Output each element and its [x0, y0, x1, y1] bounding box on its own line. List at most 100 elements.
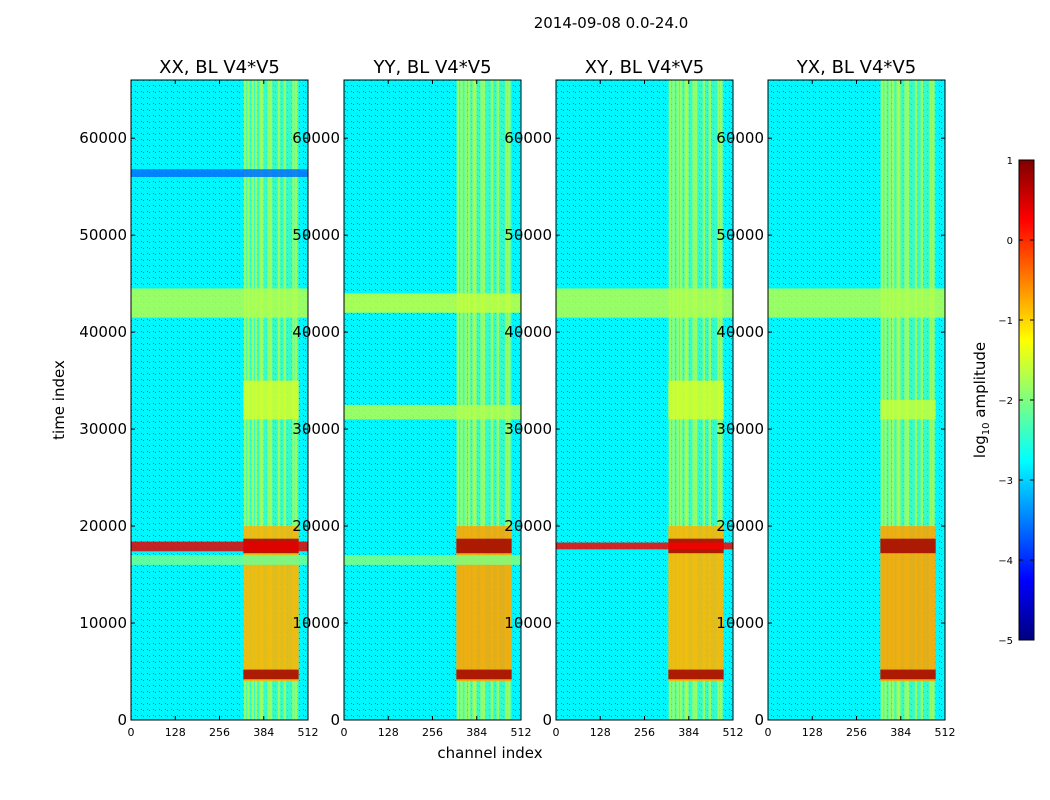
y-tick-label: 50000	[79, 226, 127, 244]
rfi-time-band	[668, 669, 724, 680]
rfi-time-band	[556, 288, 733, 318]
y-tick-label: 60000	[504, 129, 552, 147]
x-tick-label: 256	[846, 726, 867, 739]
heatmap-image	[556, 80, 733, 720]
colorbar-tick-label: −4	[998, 556, 1013, 567]
y-tick-label: 40000	[292, 323, 340, 341]
colorbar: 1 0 −1 −2 −3 −4 −5 log10 amplitude	[971, 156, 1035, 647]
rfi-channel-column	[496, 80, 500, 720]
x-tick-label: 512	[511, 726, 532, 739]
x-tick-label: 384	[253, 726, 274, 739]
rfi-time-band	[344, 555, 521, 565]
x-tick-label: 128	[590, 726, 611, 739]
colorbar-tick-label: −3	[998, 476, 1013, 487]
panel-2: YY, BL V4*V5 0 128 256 384 512 0 10000 20000 3000…	[292, 57, 531, 739]
heatmap-image	[131, 80, 308, 720]
x-tick-label: 0	[128, 726, 135, 739]
y-tick-label: 10000	[716, 614, 764, 632]
rfi-channel-column	[490, 80, 494, 720]
x-tick-label: 384	[890, 726, 911, 739]
x-tick-label: 128	[165, 726, 186, 739]
rfi-time-band	[556, 542, 733, 550]
x-tick-label: 128	[378, 726, 399, 739]
rfi-time-band	[880, 538, 936, 554]
x-tick-label: 0	[341, 726, 348, 739]
y-tick-label: 20000	[504, 517, 552, 535]
y-tick-label: 60000	[79, 129, 127, 147]
rfi-channel-column	[456, 80, 460, 720]
y-tick-label: 10000	[79, 614, 127, 632]
panel-4: YX, BL V4*V5 0 128 256 384 512 0 10000 20000 3000…	[716, 57, 955, 739]
rfi-channel-column	[474, 80, 477, 720]
x-axis-label: channel index	[437, 744, 542, 762]
x-tick-label: 512	[935, 726, 956, 739]
heatmap-image	[344, 80, 521, 720]
rfi-time-band	[880, 669, 936, 680]
x-tick-label: 128	[802, 726, 823, 739]
y-tick-label: 0	[117, 711, 127, 729]
x-tick-label: 256	[422, 726, 443, 739]
rfi-channel-column	[467, 80, 471, 720]
panel-title: XX, BL V4*V5	[159, 57, 280, 78]
rfi-time-band	[456, 669, 512, 680]
x-tick-label: 256	[209, 726, 230, 739]
y-tick-label: 40000	[504, 323, 552, 341]
colorbar-tick-label: 0	[1007, 236, 1013, 247]
colorbar-tick-label: −5	[998, 636, 1013, 647]
x-tick-label: 384	[466, 726, 487, 739]
rfi-time-band	[243, 669, 299, 680]
rfi-time-band	[880, 400, 936, 420]
y-tick-label: 50000	[292, 226, 340, 244]
y-tick-label: 20000	[79, 517, 127, 535]
y-tick-label: 10000	[292, 614, 340, 632]
rfi-channel-column	[482, 80, 486, 720]
y-tick-label: 30000	[504, 420, 552, 438]
y-tick-label: 0	[754, 711, 764, 729]
x-tick-label: 0	[553, 726, 560, 739]
rfi-time-band	[243, 380, 299, 420]
y-tick-label: 20000	[292, 517, 340, 535]
panel-3: XY, BL V4*V5 0 128 256 384 512 0 10000 20000 3000…	[504, 57, 743, 739]
x-tick-label: 256	[634, 726, 655, 739]
y-tick-label: 30000	[79, 420, 127, 438]
y-tick-label: 60000	[292, 129, 340, 147]
x-tick-label: 512	[723, 726, 744, 739]
rfi-time-band	[131, 541, 308, 552]
y-tick-label: 20000	[716, 517, 764, 535]
y-tick-label: 0	[330, 711, 340, 729]
y-tick-label: 50000	[504, 226, 552, 244]
colorbar-tick-label: −2	[998, 396, 1013, 407]
rfi-time-band	[344, 293, 521, 313]
y-tick-label: 60000	[716, 129, 764, 147]
colorbar-label: log10 amplitude	[971, 342, 992, 458]
rfi-time-band	[131, 169, 308, 177]
y-tick-label: 50000	[716, 226, 764, 244]
x-tick-label: 0	[765, 726, 772, 739]
y-tick-label: 0	[542, 711, 552, 729]
rfi-time-band	[131, 288, 308, 318]
heatmap-image	[768, 80, 945, 720]
x-tick-label: 512	[298, 726, 319, 739]
x-tick-label: 384	[678, 726, 699, 739]
rfi-channel-column	[472, 80, 475, 720]
panel-1: XX, BL V4*V5 0 128 256 384 512 0 10000 20000 3000…	[79, 57, 318, 739]
rfi-channel-column	[508, 80, 511, 720]
rfi-channel-column	[460, 80, 463, 720]
y-tick-label: 10000	[504, 614, 552, 632]
y-tick-label: 30000	[292, 420, 340, 438]
rfi-time-band	[768, 288, 945, 318]
rfi-time-band	[131, 555, 308, 565]
y-tick-label: 40000	[716, 323, 764, 341]
rfi-channel-column	[505, 80, 508, 720]
rfi-channel-column	[464, 80, 467, 720]
panel-title: YX, BL V4*V5	[796, 57, 916, 78]
rfi-time-band	[344, 404, 521, 420]
y-axis-label: time index	[50, 360, 68, 440]
rfi-channel-column	[480, 80, 483, 720]
colorbar-tick-label: 1	[1007, 156, 1013, 167]
panel-title: YY, BL V4*V5	[372, 57, 491, 78]
rfi-time-band	[668, 380, 724, 420]
figure-suptitle: 2014-09-08 0.0-24.0	[534, 14, 689, 32]
y-tick-label: 30000	[716, 420, 764, 438]
